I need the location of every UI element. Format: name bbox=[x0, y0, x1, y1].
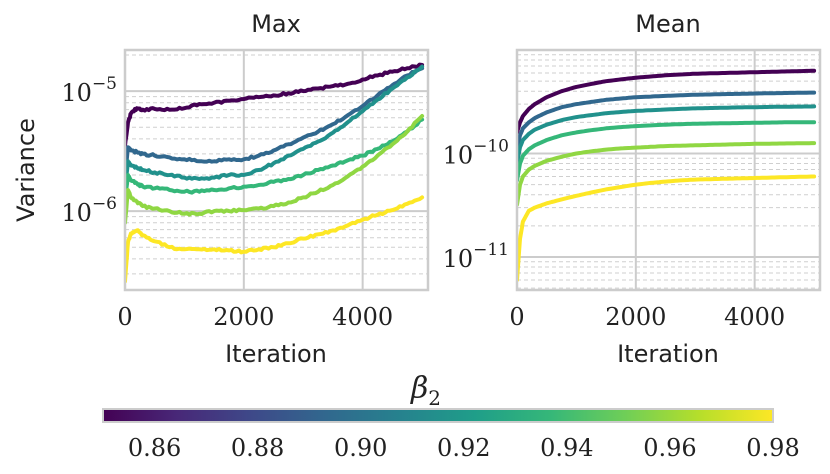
chart-mean-grid bbox=[516, 50, 820, 290]
series-line-0.94 bbox=[517, 141, 817, 207]
chart-max-xlabel: Iteration bbox=[225, 340, 327, 368]
colorbar-bar bbox=[102, 408, 774, 423]
chart-max-series bbox=[125, 62, 425, 284]
colorbar-tick-label: 0.90 bbox=[334, 434, 387, 462]
colorbar-label-sub: 2 bbox=[428, 386, 441, 410]
chart-max-ylabel: Variance bbox=[12, 118, 40, 222]
series-line-0.86 bbox=[125, 62, 425, 148]
series-line-0.90 bbox=[125, 64, 425, 189]
colorbar-tick-label: 0.96 bbox=[643, 434, 696, 462]
chart-mean-x-ticks: 0 2000 4000 bbox=[509, 303, 785, 331]
x-tick-label: 0 bbox=[117, 303, 132, 331]
colorbar-tick-label: 0.94 bbox=[540, 434, 593, 462]
colorbar-tick-label: 0.98 bbox=[746, 434, 799, 462]
series-line-0.88 bbox=[517, 90, 817, 152]
series-line-0.88 bbox=[125, 66, 425, 180]
series-line-0.90 bbox=[517, 104, 817, 166]
chart-mean-title: Mean bbox=[635, 10, 700, 38]
x-tick-label: 2000 bbox=[605, 303, 666, 331]
chart-max-y-ticks: 10−5 10−6 bbox=[61, 74, 117, 227]
series-line-0.92 bbox=[517, 120, 817, 183]
colorbar: β2 0.86 0.88 0.90 0.92 0.94 0.96 0.98 bbox=[102, 371, 800, 462]
colorbar-ticks: 0.86 0.88 0.90 0.92 0.94 0.96 0.98 bbox=[128, 434, 800, 462]
y-tick-label: 10−5 bbox=[61, 74, 117, 107]
y-tick-label: 10−10 bbox=[443, 137, 509, 170]
chart-max-title: Max bbox=[251, 10, 301, 38]
x-tick-label: 0 bbox=[509, 303, 524, 331]
series-line-0.98 bbox=[517, 174, 817, 282]
chart-mean-frame bbox=[515, 48, 822, 292]
chart-mean-series bbox=[517, 68, 817, 282]
chart-mean-y-ticks: 10−10 10−11 bbox=[443, 137, 509, 274]
series-line-0.94 bbox=[125, 114, 425, 225]
chart-max: Max 0 2000 4000 10−5 10−6 Iteration Varianc… bbox=[12, 10, 430, 368]
chart-max-x-ticks: 0 2000 4000 bbox=[117, 303, 393, 331]
colorbar-tick-label: 0.92 bbox=[437, 434, 490, 462]
colorbar-label: β2 bbox=[410, 371, 441, 410]
colorbar-tick-label: 0.88 bbox=[231, 434, 284, 462]
colorbar-label-symbol: β bbox=[410, 371, 428, 406]
series-line-0.86 bbox=[517, 68, 817, 135]
y-tick-label: 10−11 bbox=[443, 240, 509, 273]
colorbar-tick-label: 0.86 bbox=[128, 434, 181, 462]
chart-max-grid bbox=[124, 50, 428, 290]
chart-max-frame bbox=[123, 48, 430, 292]
x-tick-label: 4000 bbox=[332, 303, 393, 331]
x-tick-label: 4000 bbox=[724, 303, 785, 331]
y-tick-label: 10−6 bbox=[61, 194, 117, 227]
x-tick-label: 2000 bbox=[213, 303, 274, 331]
chart-mean: Mean 0 2000 4000 10−10 10−11 Iteration bbox=[443, 10, 822, 368]
chart-mean-xlabel: Iteration bbox=[617, 340, 719, 368]
series-line-0.98 bbox=[125, 195, 425, 284]
series-line-0.92 bbox=[125, 117, 425, 204]
